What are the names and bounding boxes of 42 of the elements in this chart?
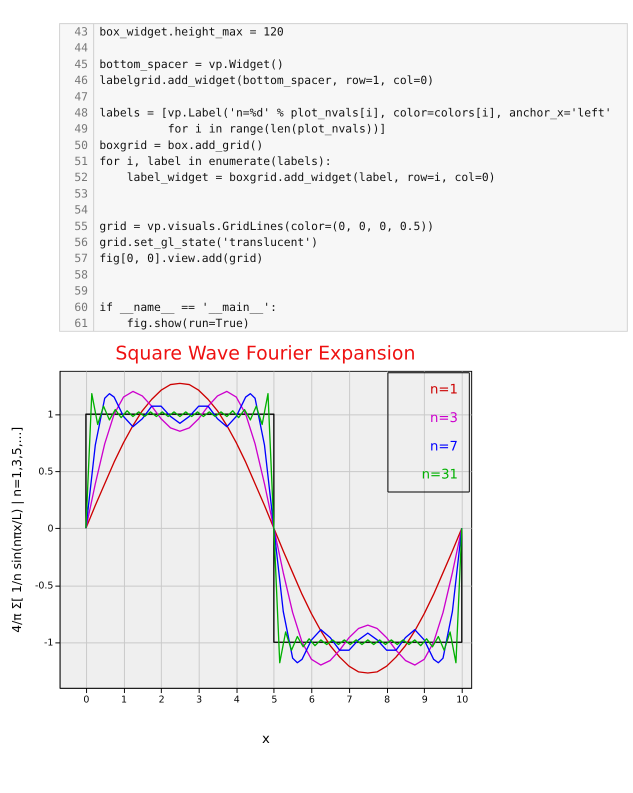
x-tick-label: 1 — [120, 694, 127, 706]
text: 59 — [74, 284, 88, 298]
text: 60 if __name__ == '__main__': — [74, 300, 277, 314]
x-tick-label: 7 — [346, 694, 353, 706]
text: 44 — [74, 40, 88, 55]
y-tick-label: -1 — [44, 638, 54, 649]
text: 45 bottom_spacer = vp.Widget() — [74, 56, 284, 71]
text: 46 labelgrid.add_widget(bottom_spacer, row=1, col=0) — [74, 73, 434, 88]
text: n=3 — [430, 410, 458, 426]
text: 51 for i, label in enumerate(labels): — [74, 154, 332, 168]
text: n=31 — [422, 468, 458, 483]
text: 50 boxgrid = box.add_grid() — [74, 138, 264, 152]
x-tick-label: 2 — [158, 694, 165, 706]
text: n=1 — [430, 382, 458, 398]
y-tick-label: 0 — [47, 524, 54, 535]
text: 61 fig.show(run=True) — [74, 316, 250, 330]
chart-title: Square Wave Fourier Expansion — [115, 342, 416, 365]
text: 47 — [74, 89, 88, 104]
y-axis-title: 4/π Σ[ 1/n sin(nπx/L) | n=1,3,5,...] — [10, 426, 24, 633]
text: 55 grid = vp.visuals.GridLines(color=(0, 0, 0, 0.5)) — [74, 218, 434, 233]
x-tick-label: 8 — [384, 694, 390, 706]
x-tick-label: 3 — [196, 694, 202, 706]
text: 52 label_widget = boxgrid.add_widget(label, row=i, col=0) — [74, 170, 496, 184]
x-tick-label: 0 — [83, 694, 90, 706]
x-tick-label: 9 — [422, 694, 428, 706]
text: 53 — [74, 186, 88, 200]
text: 57 fig[0, 0].view.add(grid) — [74, 251, 264, 266]
text: 49 for i in range(len(plot_nvals))] — [74, 122, 386, 136]
text: n=7 — [430, 439, 458, 454]
x-tick-label: 10 — [456, 694, 468, 706]
y-tick-label: -0.5 — [35, 580, 54, 592]
text: 56 grid.set_gl_state('translucent') — [74, 235, 318, 250]
y-tick-label: 1 — [47, 410, 54, 420]
text: 48 labels = [vp.Label('n=%d' % plot_nvals[i], color=colors[i], anchor_x='left' — [74, 105, 612, 120]
y-tick-label: 0.5 — [38, 466, 54, 478]
text: 43 box_widget.height_max = 120 — [74, 24, 284, 38]
text: 58 — [74, 267, 88, 282]
text: 54 — [74, 202, 88, 217]
x-tick-label: 4 — [234, 694, 240, 706]
x-tick-label: 6 — [308, 694, 315, 706]
x-tick-label: 5 — [271, 694, 278, 706]
x-axis-title: x — [262, 732, 270, 748]
